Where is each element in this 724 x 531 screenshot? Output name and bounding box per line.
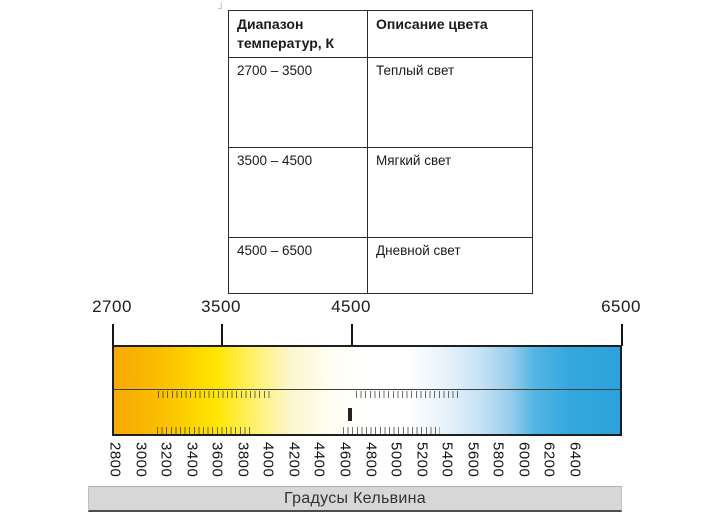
kelvin-tick-label: 6400 — [566, 442, 584, 478]
gradient-bar-midline — [113, 389, 621, 391]
scale-tick-2700 — [112, 324, 114, 346]
table-row: 2700 – 3500 Теплый свет — [228, 56, 533, 148]
minor-ticks-bottom-left — [157, 427, 251, 434]
kelvin-tick-label: 4800 — [362, 442, 379, 478]
scale-label-3500: 3500 — [201, 297, 241, 316]
kelvin-tick-label: 3200 — [157, 442, 175, 478]
cell-range: 2700 – 3500 — [228, 56, 368, 148]
kelvin-axis-title: Градусы Кельвина — [284, 489, 426, 507]
table-header-description: Описание цвета — [367, 10, 533, 58]
cell-description: Теплый свет — [367, 56, 533, 148]
kelvin-tick-label: 6200 — [540, 442, 558, 478]
table-row: 4500 – 6500 Дневной свет — [228, 236, 533, 294]
kelvin-tick-label: 4600 — [336, 442, 354, 478]
temperature-gradient-bar — [112, 345, 622, 436]
kelvin-tick-label: 4400 — [310, 442, 328, 478]
table-row: 3500 – 4500 Мягкий свет — [228, 146, 533, 238]
scale-tick-6500 — [621, 324, 623, 346]
kelvin-axis-title-bar: Градусы Кельвина — [88, 486, 622, 512]
kelvin-tick-label: 5400 — [438, 442, 456, 478]
minor-ticks-mid-left — [158, 391, 270, 398]
kelvin-tick-label: 3800 — [234, 442, 252, 478]
kelvin-tick-label: 5800 — [489, 442, 507, 478]
kelvin-tick-label: 5000 — [387, 442, 405, 478]
kelvin-tick-label: 5600 — [464, 442, 482, 478]
scale-label-4500: 4500 — [331, 297, 371, 316]
color-temperature-table: Диапазон температур, К Описание цвета 27… — [228, 10, 533, 294]
kelvin-tick-label: 6000 — [515, 442, 533, 478]
kelvin-tick-label: 3600 — [208, 442, 226, 478]
kelvin-tick-label: 3000 — [132, 442, 150, 478]
word-anchor-artifact: ┘ — [218, 3, 225, 13]
table-header-range: Диапазон температур, К — [228, 10, 368, 58]
minor-ticks-bottom-right — [343, 427, 440, 434]
kelvin-tick-label: 2800 — [106, 442, 124, 478]
line-4500-notch — [348, 408, 352, 421]
table-header-row: Диапазон температур, К Описание цвета — [228, 10, 533, 58]
kelvin-tick-label: 5200 — [413, 442, 431, 478]
minor-ticks-mid-right — [356, 391, 462, 398]
scale-label-6500: 6500 — [601, 297, 641, 316]
cell-range: 4500 – 6500 — [228, 236, 368, 294]
scale-label-2700: 2700 — [92, 297, 132, 316]
kelvin-tick-label: 3400 — [183, 442, 201, 478]
cell-range: 3500 – 4500 — [228, 146, 368, 238]
kelvin-tick-label: 4200 — [285, 442, 303, 478]
kelvin-tick-label: 4000 — [259, 442, 277, 478]
cell-description: Мягкий свет — [367, 146, 533, 238]
cell-description: Дневной свет — [367, 236, 533, 294]
